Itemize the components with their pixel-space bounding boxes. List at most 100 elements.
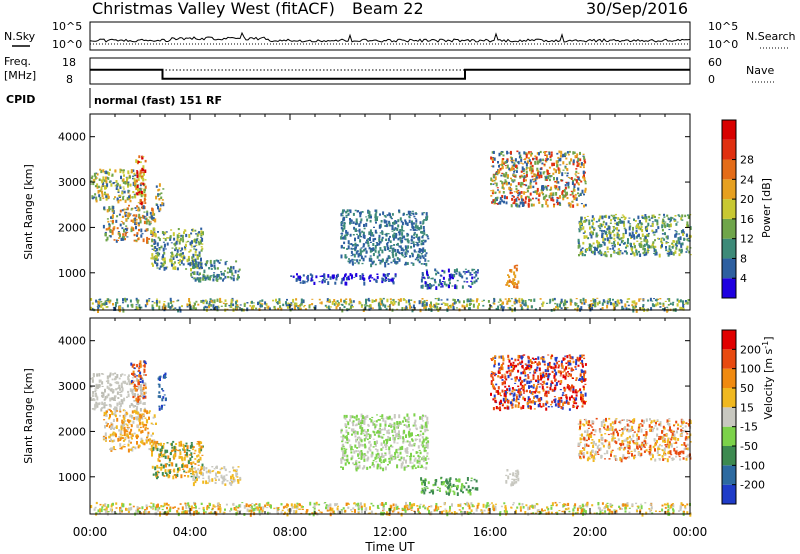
data-cell	[185, 451, 188, 456]
data-cell	[584, 219, 587, 223]
data-cell	[109, 405, 112, 407]
data-cell	[379, 423, 382, 427]
data-cell	[115, 376, 118, 379]
data-cell	[508, 167, 511, 171]
data-cell	[392, 222, 394, 225]
data-cell	[366, 218, 369, 222]
data-cell	[340, 303, 343, 305]
data-cell	[360, 433, 363, 435]
data-cell	[575, 175, 578, 177]
data-cell	[372, 438, 375, 440]
data-cell	[599, 249, 602, 253]
data-cell	[383, 246, 386, 250]
data-cell	[427, 283, 430, 286]
data-cell	[517, 194, 520, 197]
data-cell	[505, 159, 508, 164]
data-cell	[518, 297, 521, 300]
data-cell	[633, 236, 636, 240]
data-cell	[357, 253, 360, 258]
data-cell	[376, 466, 379, 470]
data-cell	[192, 305, 195, 310]
data-cell	[405, 253, 408, 255]
data-cell	[439, 279, 441, 283]
data-cell	[365, 454, 368, 457]
data-cell	[138, 381, 140, 386]
data-cell	[636, 224, 638, 228]
data-cell	[354, 209, 357, 212]
data-cell	[422, 444, 425, 447]
data-cell	[355, 423, 358, 425]
data-cell	[133, 363, 136, 366]
data-cell	[680, 230, 683, 234]
data-cell	[605, 214, 608, 219]
data-cell	[345, 256, 347, 259]
data-cell	[475, 273, 478, 277]
data-cell	[397, 438, 400, 440]
data-cell	[580, 248, 583, 251]
data-cell	[508, 306, 511, 309]
data-cell	[352, 422, 355, 427]
data-cell	[405, 305, 408, 310]
data-cell	[548, 166, 551, 169]
data-cell	[103, 303, 106, 306]
data-cell	[180, 256, 183, 258]
data-cell	[125, 423, 128, 425]
data-cell	[407, 432, 410, 436]
data-cell	[211, 470, 214, 473]
data-cell	[350, 428, 353, 432]
data-cell	[560, 179, 563, 182]
data-cell	[394, 429, 397, 433]
data-cell	[582, 166, 585, 169]
data-cell	[676, 221, 679, 223]
data-cell	[423, 425, 426, 428]
data-cell	[512, 180, 515, 183]
data-cell	[193, 467, 196, 470]
data-cell	[142, 386, 145, 391]
data-cell	[112, 389, 115, 393]
data-cell	[172, 449, 175, 452]
data-cell	[510, 177, 512, 180]
data-cell	[137, 388, 140, 390]
data-cell	[524, 191, 527, 193]
data-cell	[422, 234, 425, 237]
data-cell	[422, 301, 425, 305]
data-cell	[201, 463, 204, 468]
data-cell	[642, 304, 645, 307]
data-cell	[133, 218, 136, 221]
data-cell	[588, 246, 591, 250]
data-cell	[386, 242, 389, 244]
data-cell	[578, 243, 581, 247]
data-cell	[378, 453, 381, 457]
data-cell	[120, 430, 123, 435]
data-cell	[168, 463, 171, 467]
data-cell	[213, 272, 216, 274]
data-cell	[625, 246, 627, 249]
data-cell	[121, 215, 124, 218]
data-cell	[675, 231, 678, 233]
data-cell	[501, 184, 504, 188]
data-cell	[142, 425, 145, 428]
data-cell	[171, 446, 174, 449]
data-cell	[128, 439, 131, 443]
data-cell	[607, 300, 610, 304]
data-cell	[490, 177, 493, 182]
data-cell	[608, 230, 611, 235]
data-cell	[349, 301, 352, 303]
data-cell	[529, 198, 532, 202]
data-cell	[201, 243, 204, 245]
data-cell	[680, 244, 683, 248]
data-cell	[513, 170, 516, 173]
data-cell	[119, 443, 122, 447]
data-cell	[340, 235, 343, 237]
data-cell	[122, 181, 125, 184]
data-cell	[124, 232, 127, 237]
data-cell	[111, 397, 114, 401]
data-cell	[136, 234, 138, 237]
data-cell	[666, 235, 669, 240]
data-cell	[610, 219, 612, 222]
data-cell	[345, 230, 348, 234]
data-cell	[374, 237, 377, 241]
data-cell	[593, 217, 595, 221]
data-cell	[372, 422, 374, 424]
freq-unit: [MHz]	[4, 69, 36, 82]
